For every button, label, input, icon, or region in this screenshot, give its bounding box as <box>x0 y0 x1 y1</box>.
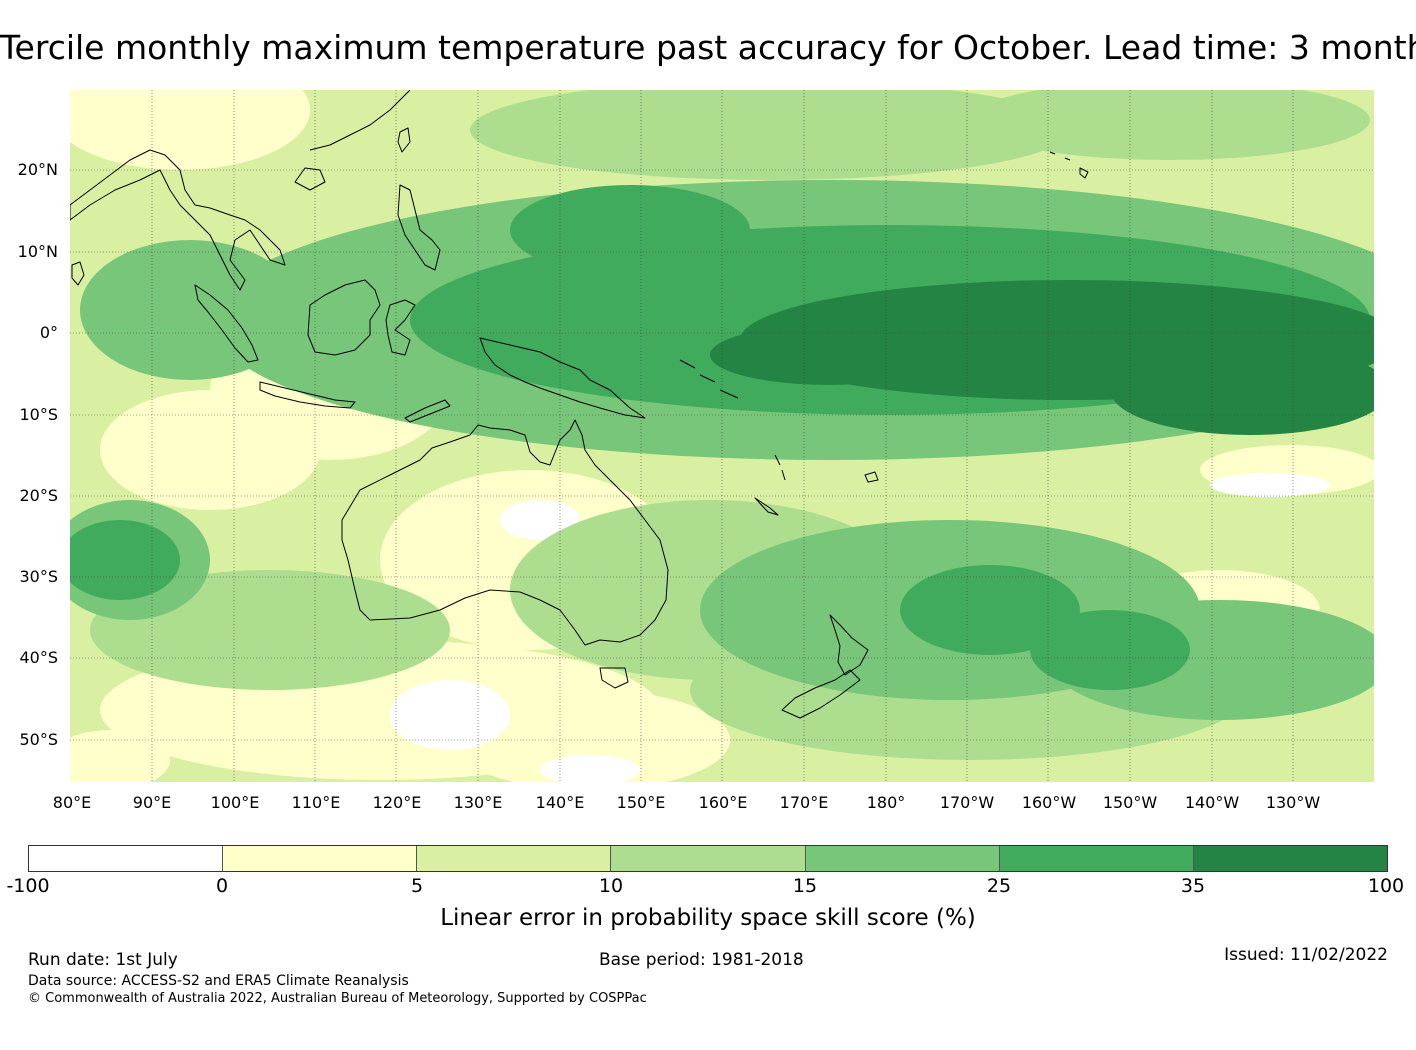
fiji <box>864 471 879 483</box>
map-title: Tercile monthly maximum temperature past… <box>0 28 1416 67</box>
lat-label-10s: 10°S <box>19 405 58 424</box>
colorbar-tick: 35 <box>1180 875 1206 897</box>
highest-skill-regions <box>710 280 1374 435</box>
coastlines <box>70 90 1089 719</box>
sri-lanka-coastline <box>71 261 85 286</box>
colorbar-segment <box>999 846 1194 871</box>
colorbar-label: Linear error in probability space skill … <box>440 905 976 931</box>
colorbar-segment <box>611 846 806 871</box>
base-period: Base period: 1981-2018 <box>599 950 804 970</box>
colorbar-segment <box>29 846 224 871</box>
colorbar-segment <box>417 846 612 871</box>
colorbar-tick: 0 <box>215 875 229 897</box>
lon-label-150e: 150°E <box>616 793 666 812</box>
new-zealand-north-island <box>829 614 869 676</box>
lon-label-120e: 120°E <box>372 793 422 812</box>
lat-label-30s: 30°S <box>19 567 58 586</box>
lat-label-20s: 20°S <box>19 486 58 505</box>
australia-coastline <box>341 419 669 646</box>
issued-date: Issued: 11/02/2022 <box>1224 945 1388 965</box>
lat-label-40s: 40°S <box>19 648 58 667</box>
vanuatu <box>774 454 786 481</box>
lon-label-100e: 100°E <box>210 793 260 812</box>
lon-label-160e: 160°E <box>698 793 748 812</box>
tasmania-coastline <box>599 667 629 689</box>
timor <box>404 399 451 423</box>
lon-label-150w: 150°W <box>1102 793 1158 812</box>
new-caledonia <box>754 497 779 516</box>
colorbar-segment <box>805 846 1000 871</box>
new-zealand-south-island <box>781 669 861 719</box>
lat-label-20n: 20°N <box>17 160 58 179</box>
colorbar-segment <box>223 846 418 871</box>
taiwan-coastline <box>397 127 411 153</box>
sumatra-coastline <box>194 284 259 363</box>
solomon-islands <box>679 359 739 399</box>
lon-label-80e: 80°E <box>52 793 92 812</box>
data-source: Data source: ACCESS-S2 and ERA5 Climate … <box>28 973 409 989</box>
no-skill-regions <box>390 473 1330 782</box>
run-date: Run date: 1st July <box>28 950 178 970</box>
graticule <box>70 90 1374 782</box>
java-coastline <box>259 381 356 409</box>
lon-label-180: 180° <box>866 793 906 812</box>
lon-label-140e: 140°E <box>535 793 585 812</box>
new-guinea-coastline <box>479 337 646 419</box>
hawaii-coastline <box>1049 151 1089 179</box>
lon-label-160w: 160°W <box>1021 793 1077 812</box>
lon-label-130e: 130°E <box>453 793 503 812</box>
colorbar-tick: 10 <box>598 875 624 897</box>
lon-label-170w: 170°W <box>939 793 995 812</box>
colorbar-tick: 100 <box>1367 875 1405 897</box>
lat-label-10n: 10°N <box>17 242 58 261</box>
china-coastline <box>294 90 411 191</box>
lat-label-equator: 0° <box>39 323 58 342</box>
copyright-notice: © Commonwealth of Australia 2022, Austra… <box>28 991 647 1006</box>
mainland-asia-coastline <box>70 149 286 291</box>
lat-label-50s: 50°S <box>19 730 58 749</box>
skill-score-map <box>70 90 1374 782</box>
lon-label-130w: 130°W <box>1265 793 1321 812</box>
philippines-coastline <box>397 184 441 271</box>
borneo-coastline <box>307 279 381 356</box>
lon-label-140w: 140°W <box>1184 793 1240 812</box>
lon-label-110e: 110°E <box>291 793 341 812</box>
colorbar-tick: -100 <box>6 875 50 897</box>
colorbar-segment <box>1193 846 1387 871</box>
colorbar <box>28 845 1388 872</box>
lon-label-90e: 90°E <box>132 793 172 812</box>
colorbar-tick: 25 <box>986 875 1012 897</box>
sulawesi-coastline <box>385 299 416 356</box>
lon-label-170e: 170°E <box>779 793 829 812</box>
colorbar-tick: 15 <box>792 875 818 897</box>
colorbar-tick: 5 <box>410 875 424 897</box>
